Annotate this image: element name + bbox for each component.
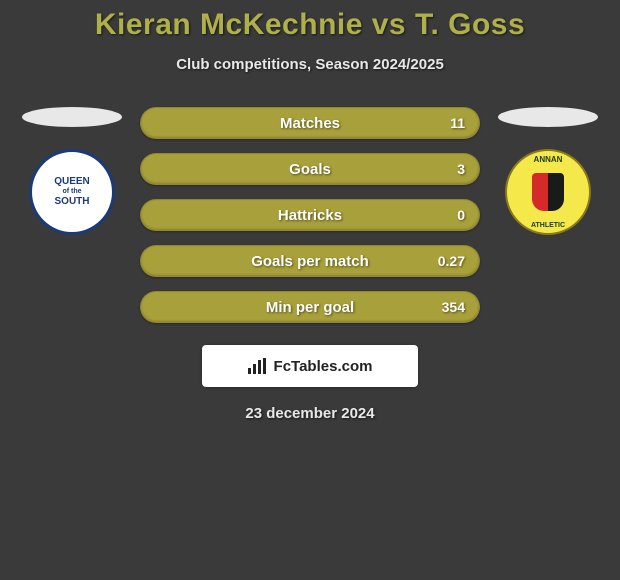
comparison-card: Kieran McKechnie vs T. Goss Club competi… <box>0 0 620 422</box>
crest-text-bottom: SOUTH <box>54 196 90 208</box>
crest-right-shield <box>532 173 564 211</box>
stat-label: Goals <box>289 161 331 178</box>
stat-label: Goals per match <box>251 253 369 270</box>
subtitle: Club competitions, Season 2024/2025 <box>0 56 620 73</box>
stat-bar-matches: Matches 11 <box>140 107 480 139</box>
crest-text-mid: of the <box>54 188 90 196</box>
stat-bar-hattricks: Hattricks 0 <box>140 199 480 231</box>
stat-label: Hattricks <box>278 207 342 224</box>
right-oval-shape <box>498 107 598 127</box>
left-team-crest: QUEEN of the SOUTH <box>29 149 115 235</box>
stat-label: Matches <box>280 115 340 132</box>
stat-value-right: 3 <box>457 161 465 177</box>
left-crest-text: QUEEN of the SOUTH <box>54 176 90 208</box>
left-oval-shape <box>22 107 122 127</box>
main-row: QUEEN of the SOUTH Matches 11 Goals 3 Ha… <box>0 107 620 323</box>
date-text: 23 december 2024 <box>0 405 620 422</box>
crest-text-top: QUEEN <box>54 176 90 188</box>
left-column: QUEEN of the SOUTH <box>22 107 122 235</box>
right-team-crest: ANNAN ATHLETIC <box>505 149 591 235</box>
bar-chart-icon <box>248 358 268 374</box>
stat-bar-goals: Goals 3 <box>140 153 480 185</box>
stat-bar-goals-per-match: Goals per match 0.27 <box>140 245 480 277</box>
crest-right-bottom: ATHLETIC <box>507 222 589 229</box>
page-title: Kieran McKechnie vs T. Goss <box>0 8 620 42</box>
stat-bar-min-per-goal: Min per goal 354 <box>140 291 480 323</box>
stat-value-right: 354 <box>442 299 465 315</box>
right-column: ANNAN ATHLETIC <box>498 107 598 235</box>
stat-value-right: 11 <box>450 115 465 131</box>
attribution-text: FcTables.com <box>274 358 373 375</box>
attribution-badge: FcTables.com <box>202 345 418 387</box>
stat-label: Min per goal <box>266 299 354 316</box>
stats-column: Matches 11 Goals 3 Hattricks 0 Goals per… <box>140 107 480 323</box>
stat-value-right: 0 <box>457 207 465 223</box>
stat-value-right: 0.27 <box>438 253 465 269</box>
crest-right-top: ANNAN <box>507 155 589 164</box>
